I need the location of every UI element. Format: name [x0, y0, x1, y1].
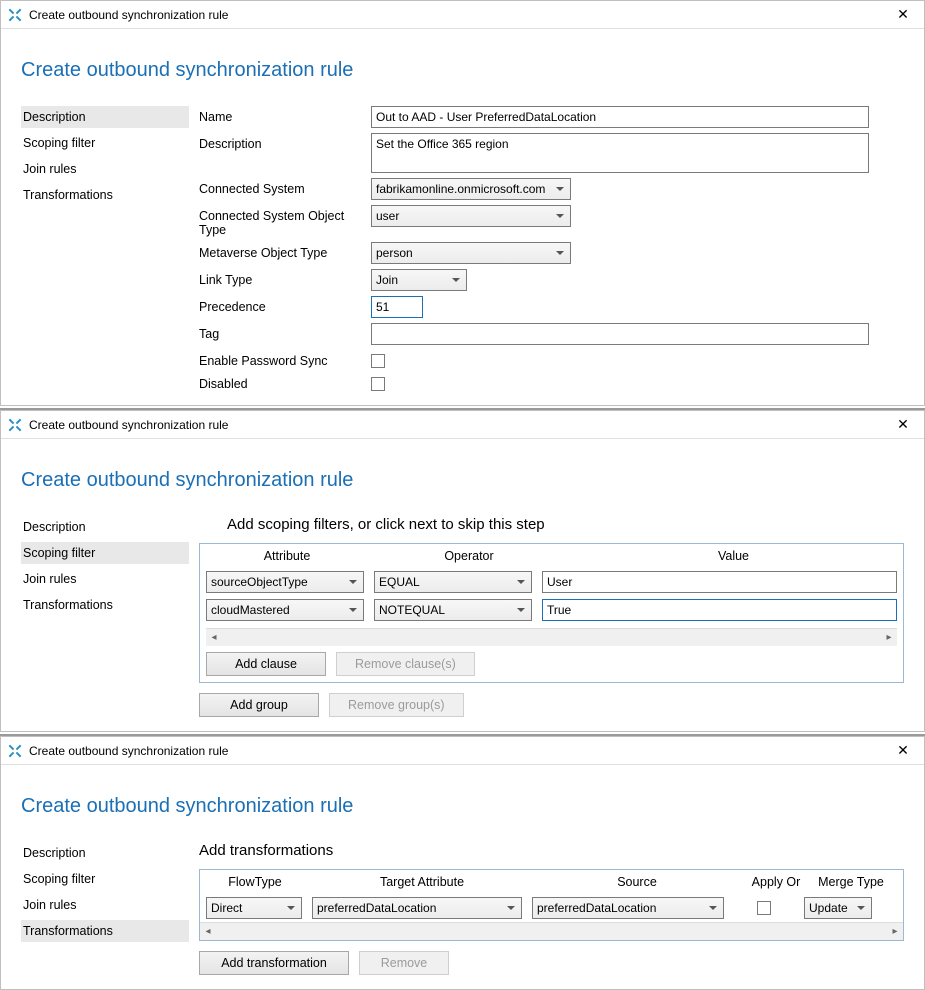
app-icon [7, 743, 23, 759]
close-icon[interactable]: ✕ [888, 739, 918, 763]
label-enable-password-sync: Enable Password Sync [199, 350, 371, 368]
filter-row: sourceObjectType EQUAL [200, 568, 903, 596]
remove-transformation-button[interactable]: Remove [359, 951, 449, 975]
col-source: Source [534, 870, 740, 894]
add-group-button[interactable]: Add group [199, 693, 319, 717]
nav-join-rules[interactable]: Join rules [21, 894, 189, 916]
filter-row: cloudMastered NOTEQUAL [200, 596, 903, 624]
label-mv-object-type: Metaverse Object Type [199, 242, 371, 260]
nav-join-rules[interactable]: Join rules [21, 158, 189, 180]
page-title: Create outbound synchronization rule [21, 795, 904, 818]
nav-description[interactable]: Description [21, 106, 189, 128]
input-value[interactable] [542, 599, 897, 621]
select-merge-type[interactable]: Update [804, 897, 872, 919]
select-mv-object-type[interactable]: person [371, 242, 571, 264]
scroll-right-icon[interactable]: ▸ [881, 632, 897, 643]
scoping-heading: Add scoping filters, or click next to sk… [227, 516, 904, 533]
scroll-left-icon[interactable]: ◂ [200, 926, 216, 937]
app-icon [7, 7, 23, 23]
wizard-nav: Description Scoping filter Join rules Tr… [21, 106, 199, 391]
col-flowtype: FlowType [200, 870, 310, 894]
titlebar: Create outbound synchronization rule ✕ [1, 737, 924, 765]
checkbox-disabled[interactable] [371, 377, 385, 391]
input-value[interactable] [542, 571, 897, 593]
label-connected-system: Connected System [199, 178, 371, 196]
nav-description[interactable]: Description [21, 516, 189, 538]
titlebar: Create outbound synchronization rule ✕ [1, 1, 924, 29]
select-attribute[interactable]: sourceObjectType [206, 571, 364, 593]
filter-header: Attribute Operator Value [200, 544, 903, 568]
add-clause-button[interactable]: Add clause [206, 652, 326, 676]
col-apply-or: Apply Or [740, 870, 812, 894]
select-target-attribute[interactable]: preferredDataLocation [312, 897, 522, 919]
nav-scoping-filter[interactable]: Scoping filter [21, 868, 189, 890]
wizard-nav: Description Scoping filter Join rules Tr… [21, 842, 199, 975]
nav-join-rules[interactable]: Join rules [21, 568, 189, 590]
select-flowtype[interactable]: Direct [206, 897, 302, 919]
input-name[interactable] [371, 106, 869, 128]
select-operator[interactable]: EQUAL [374, 571, 532, 593]
label-description: Description [199, 133, 371, 151]
select-operator[interactable]: NOTEQUAL [374, 599, 532, 621]
nav-transformations[interactable]: Transformations [21, 184, 189, 206]
label-precedence: Precedence [199, 296, 371, 314]
nav-transformations[interactable]: Transformations [21, 594, 189, 616]
select-source[interactable]: preferredDataLocation [532, 897, 724, 919]
trans-header: FlowType Target Attribute Source Apply O… [200, 870, 903, 894]
col-merge-type: Merge Type [812, 870, 890, 894]
select-attribute[interactable]: cloudMastered [206, 599, 364, 621]
label-name: Name [199, 106, 371, 124]
h-scrollbar[interactable]: ◂ ▸ [200, 922, 903, 940]
input-description[interactable] [371, 133, 869, 173]
window-title: Create outbound synchronization rule [29, 418, 888, 432]
panel-description: Create outbound synchronization rule ✕ C… [0, 0, 925, 406]
remove-clause-button[interactable]: Remove clause(s) [336, 652, 475, 676]
transformations-table: FlowType Target Attribute Source Apply O… [199, 869, 904, 941]
col-target-attribute: Target Attribute [310, 870, 534, 894]
scroll-right-icon[interactable]: ▸ [887, 926, 903, 937]
scroll-left-icon[interactable]: ◂ [206, 632, 222, 643]
label-link-type: Link Type [199, 269, 371, 287]
nav-scoping-filter[interactable]: Scoping filter [21, 132, 189, 154]
page-title: Create outbound synchronization rule [21, 59, 904, 82]
remove-group-button[interactable]: Remove group(s) [329, 693, 464, 717]
transformations-heading: Add transformations [199, 842, 904, 859]
input-tag[interactable] [371, 323, 869, 345]
h-scrollbar[interactable]: ◂ ▸ [206, 628, 897, 646]
scoping-group: Attribute Operator Value sourceObjectTyp… [199, 543, 904, 683]
input-precedence[interactable] [371, 296, 423, 318]
label-disabled: Disabled [199, 373, 371, 391]
panel-scoping-filter: Create outbound synchronization rule ✕ C… [0, 410, 925, 732]
nav-transformations[interactable]: Transformations [21, 920, 189, 942]
titlebar: Create outbound synchronization rule ✕ [1, 411, 924, 439]
col-value: Value [564, 544, 903, 568]
close-icon[interactable]: ✕ [888, 413, 918, 437]
select-cs-object-type[interactable]: user [371, 205, 571, 227]
app-icon [7, 417, 23, 433]
panel-transformations: Create outbound synchronization rule ✕ C… [0, 736, 925, 990]
window-title: Create outbound synchronization rule [29, 744, 888, 758]
close-icon[interactable]: ✕ [888, 3, 918, 27]
wizard-nav: Description Scoping filter Join rules Tr… [21, 516, 199, 717]
select-connected-system[interactable]: fabrikamonline.onmicrosoft.com [371, 178, 571, 200]
form-description: Name Description Connected System fabrik… [199, 106, 904, 391]
label-tag: Tag [199, 323, 371, 341]
nav-scoping-filter[interactable]: Scoping filter [21, 542, 189, 564]
select-link-type[interactable]: Join [371, 269, 467, 291]
window-title: Create outbound synchronization rule [29, 8, 888, 22]
checkbox-enable-password-sync[interactable] [371, 354, 385, 368]
col-attribute: Attribute [200, 544, 374, 568]
col-operator: Operator [374, 544, 564, 568]
page-title: Create outbound synchronization rule [21, 469, 904, 492]
nav-description[interactable]: Description [21, 842, 189, 864]
label-cs-object-type: Connected System Object Type [199, 205, 371, 237]
transformation-row: Direct preferredDataLocation preferredDa… [200, 894, 903, 922]
checkbox-apply-once[interactable] [757, 901, 771, 915]
add-transformation-button[interactable]: Add transformation [199, 951, 349, 975]
